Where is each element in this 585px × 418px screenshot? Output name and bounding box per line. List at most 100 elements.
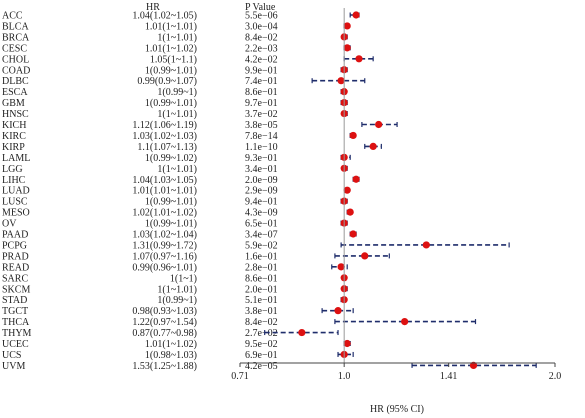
rows-layer: ACC 1.04(1.02~1.05) 5.5e−06 BLCA 1.01(1~1.01… xyxy=(2,11,537,372)
row-p-value: 9.7e−01 xyxy=(245,98,278,109)
row-p-value: 2.7e−02 xyxy=(245,328,278,339)
row-label: PCPG xyxy=(2,240,27,251)
row-p-value: 3.4e−07 xyxy=(245,230,278,241)
forest-row: UCEC 1.01(1~1.02) 9.5e−02 xyxy=(2,339,351,350)
row-hr-text: 1(0.98~1.03) xyxy=(145,350,197,361)
row-hr-text: 1(1~1.01) xyxy=(157,32,197,43)
row-label: KIRC xyxy=(2,131,26,142)
hr-point xyxy=(337,263,345,271)
row-label: CHOL xyxy=(2,54,29,65)
row-p-value: 3.8e−01 xyxy=(245,306,278,317)
row-p-value: 3.0e−04 xyxy=(245,21,278,32)
row-label: SKCM xyxy=(2,284,30,295)
row-label: LUSC xyxy=(2,197,28,208)
row-label: COAD xyxy=(2,65,30,76)
x-tick-label: 2.0 xyxy=(549,371,562,382)
hr-column-header: HR xyxy=(146,2,160,13)
row-p-value: 9.3e−01 xyxy=(245,153,278,164)
hr-point xyxy=(401,318,409,326)
forest-row: PRAD 1.07(0.97~1.16) 1.6e−01 xyxy=(2,251,390,262)
row-hr-text: 1(0.99~1.01) xyxy=(145,98,197,109)
forest-row: UVM 1.53(1.25~1.88) 4.2e−05 xyxy=(2,361,537,372)
row-p-value: 5.9e−02 xyxy=(245,240,278,251)
x-tick-label: 0.71 xyxy=(231,371,249,382)
forest-row: READ 0.99(0.96~1.01) 2.8e−01 xyxy=(2,262,348,273)
hr-point xyxy=(337,77,345,85)
hr-point xyxy=(334,307,342,315)
forest-row: CESC 1.01(1~1.02) 2.2e−03 xyxy=(2,43,351,54)
hr-point xyxy=(349,230,357,238)
row-hr-text: 1.31(0.99~1.72) xyxy=(132,240,197,251)
row-p-value: 8.4e−02 xyxy=(245,32,278,43)
row-hr-text: 1(1~1.01) xyxy=(157,164,197,175)
row-label: TGCT xyxy=(2,306,28,317)
row-hr-text: 1.01(1~1.02) xyxy=(145,43,197,54)
row-hr-text: 1(0.99~1) xyxy=(157,87,197,98)
forest-row: LIHC 1.04(1.03~1.05) 2.0e−09 xyxy=(2,175,360,186)
row-p-value: 2.9e−09 xyxy=(245,186,278,197)
row-label: PRAD xyxy=(2,251,29,262)
row-p-value: 7.4e−01 xyxy=(245,76,278,87)
x-tick-label: 1.0 xyxy=(338,371,351,382)
row-label: MESO xyxy=(2,208,30,219)
forest-row: KICH 1.12(1.06~1.19) 3.8e−05 xyxy=(2,120,398,131)
row-p-value: 4.2e−05 xyxy=(245,361,278,372)
row-label: KIRP xyxy=(2,142,25,153)
hr-point xyxy=(352,175,360,183)
x-axis: 0.71 1.0 1.41 2.0 xyxy=(231,8,561,382)
row-label: LAML xyxy=(2,153,30,164)
row-label: PAAD xyxy=(2,230,28,241)
hr-point xyxy=(375,120,383,129)
row-p-value: 9.4e−01 xyxy=(245,197,278,208)
row-hr-text: 1.07(0.97~1.16) xyxy=(132,251,197,262)
forest-row: ACC 1.04(1.02~1.05) 5.5e−06 xyxy=(2,11,360,22)
row-label: THCA xyxy=(2,317,30,328)
forest-row: BRCA 1(1~1.01) 8.4e−02 xyxy=(2,32,348,43)
row-p-value: 8.4e−02 xyxy=(245,317,278,328)
row-label: GBM xyxy=(2,98,25,109)
row-p-value: 7.8e−14 xyxy=(245,131,278,142)
row-p-value: 8.6e−01 xyxy=(245,87,278,98)
row-hr-text: 0.87(0.77~0.98) xyxy=(132,328,197,339)
row-label: UCS xyxy=(2,350,21,361)
x-axis-label: HR (95% CI) xyxy=(370,404,424,415)
forest-row: THCA 1.22(0.97~1.54) 8.4e−02 xyxy=(2,317,477,328)
row-p-value: 6.5e−01 xyxy=(245,219,278,230)
hr-point xyxy=(343,44,351,52)
forest-row: SKCM 1(1~1.01) 2.0e−01 xyxy=(2,284,348,295)
row-hr-text: 1.04(1.03~1.05) xyxy=(132,175,197,186)
forest-row: STAD 1(0.99~1) 5.1e−01 xyxy=(2,295,348,306)
row-label: STAD xyxy=(2,295,27,306)
forest-row: BLCA 1.01(1~1.01) 3.0e−04 xyxy=(2,21,351,32)
row-hr-text: 0.99(0.9~1.07) xyxy=(137,76,197,87)
row-hr-text: 1(0.99~1.01) xyxy=(145,65,197,76)
row-hr-text: 1.05(1~1.1) xyxy=(150,54,197,65)
row-hr-text: 1.01(1~1.02) xyxy=(145,339,197,350)
row-p-value: 5.5e−06 xyxy=(245,11,278,22)
row-p-value: 3.8e−05 xyxy=(245,120,278,131)
row-label: LIHC xyxy=(2,175,26,186)
hr-point xyxy=(343,22,351,30)
row-p-value: 5.1e−01 xyxy=(245,295,278,306)
hr-point xyxy=(361,252,369,260)
row-hr-text: 1.04(1.02~1.05) xyxy=(132,11,197,22)
row-p-value: 2.8e−01 xyxy=(245,262,278,273)
row-hr-text: 1(1~1.01) xyxy=(157,109,197,120)
row-label: SARC xyxy=(2,273,28,284)
forest-row: TGCT 0.98(0.93~1.03) 3.8e−01 xyxy=(2,306,354,317)
forest-row: KIRC 1.03(1.02~1.03) 7.8e−14 xyxy=(2,131,357,142)
row-label: LGG xyxy=(2,164,23,175)
row-label: READ xyxy=(2,262,29,273)
forest-row: LAML 1(0.99~1.02) 9.3e−01 xyxy=(2,153,351,164)
row-hr-text: 1.53(1.25~1.88) xyxy=(132,361,197,372)
hr-point xyxy=(343,339,351,348)
forest-row: THYM 0.87(0.77~0.98) 2.7e−02 xyxy=(2,328,339,339)
forest-row: ESCA 1(0.99~1) 8.6e−01 xyxy=(2,87,348,98)
hr-point xyxy=(369,142,377,150)
row-label: ACC xyxy=(2,11,23,22)
forest-row: PCPG 1.31(0.99~1.72) 5.9e−02 xyxy=(2,240,510,251)
row-hr-text: 1.12(1.06~1.19) xyxy=(132,120,197,131)
row-p-value: 2.0e−01 xyxy=(245,284,278,295)
hr-point xyxy=(349,131,357,140)
